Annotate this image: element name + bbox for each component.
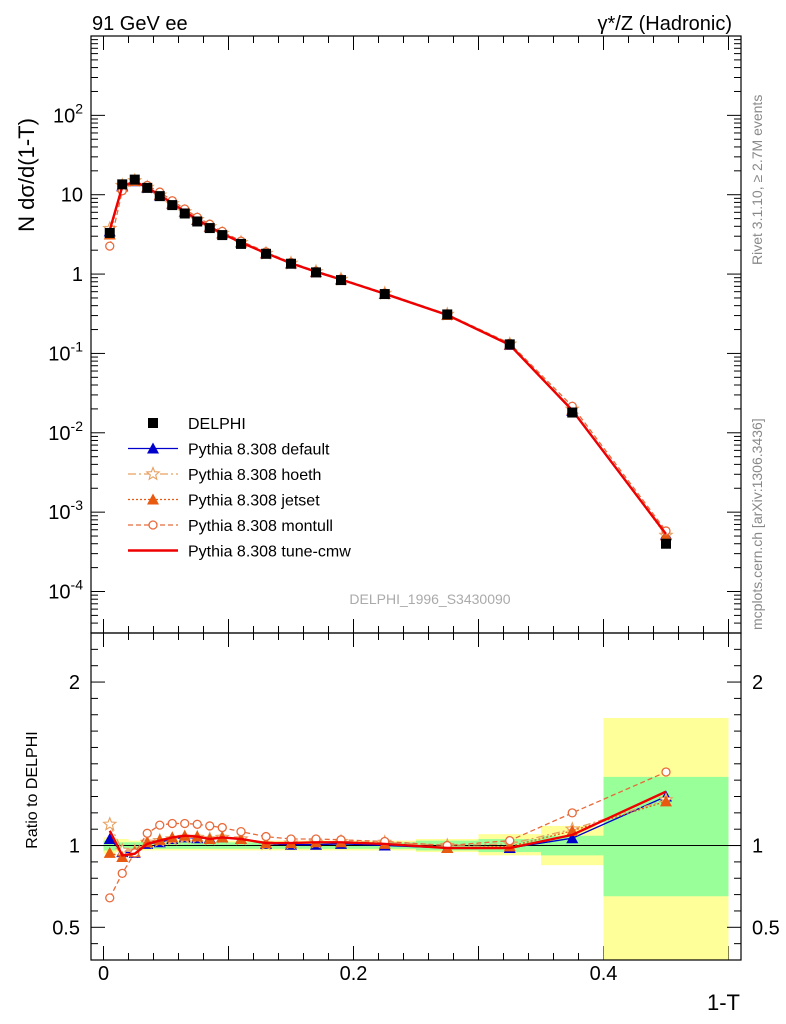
data-point-delphi [204,223,215,234]
ratio-point-jetset [141,836,154,848]
x-tick-label: 0.2 [340,963,368,985]
legend-label-jetset: Pythia 8.308 jetset [188,493,320,510]
ratio-plot-area: 0 0.2 0.4 0.5 0.5 1 1 2 2 [52,632,780,985]
rivet-version-label: Rivet 3.1.10, ≥ 2.7M events [749,95,765,265]
y-tick-label: 10-3 [48,497,83,524]
data-point-delphi [236,238,246,249]
data-point-delphi [179,208,190,219]
main-plot-area: 10-4 10-3 10-2 10-1 1 10 102 [48,35,742,960]
ratio-point-montull [661,767,671,777]
legend-label-delphi: DELPHI [188,416,246,433]
ratio-point-montull [236,827,246,837]
y-tick-label: 1 [72,264,83,286]
data-point-delphi [104,227,115,238]
y-tick-label: 10 [61,185,83,207]
ratio-point-montull [180,818,190,829]
ratio-y-tick-label-left: 2 [69,672,80,694]
data-point-delphi [154,191,165,202]
data-point-delphi [167,200,178,211]
ratio-point-montull [155,820,165,830]
mcplots-label: mcplots.cern.ch [arXiv:1306.3436] [749,418,765,630]
x-tick-label: 0.4 [590,963,618,985]
ratio-point-montull [142,828,152,838]
main-ylabel: N dσ/d(1-T) [14,118,39,232]
data-point-delphi [192,216,203,227]
data-point-delphi [379,289,390,300]
y-tick-label: 10-4 [48,577,83,604]
legend-marker-default [147,442,159,454]
data-point-delphi [336,275,346,286]
y-tick-label: 102 [53,100,83,127]
ratio-line-montull [109,771,667,899]
data-point-delphi [661,538,671,549]
legend-marker-jetset [147,493,159,505]
legend: DELPHI Pythia 8.308 default Pythia 8.308 h… [128,416,351,561]
ratio-point-jetset [660,795,672,807]
data-point-delphi [442,309,453,320]
ratio-y-tick-label-right: 0.5 [752,917,780,939]
legend-label-tune-cmw: Pythia 8.308 tune-cmw [188,544,351,561]
ratio-point-montull [217,822,227,833]
data-point-delphi [504,339,515,350]
x-axis-label: 1-T [707,990,740,1015]
ratio-point-default [566,832,579,844]
ratio-point-montull [192,819,202,829]
y-tick-label: 10-2 [48,418,83,445]
ratio-point-montull [205,821,215,831]
ratio-point-montull [105,893,115,903]
y-tick-label: 10-1 [48,338,83,365]
legend-marker-montull [148,520,158,530]
legend-label-default: Pythia 8.308 default [188,442,330,459]
ratio-y-tick-label-left: 0.5 [52,917,80,939]
header-left-label: 91 GeV ee [92,13,188,35]
ratio-line-tune-cmw [108,790,667,857]
data-point-delphi [217,230,228,241]
legend-marker-hoeth [145,465,161,481]
data-point-delphi [286,258,296,269]
header-right-label: γ*/Z (Hadronic) [598,13,732,35]
ratio-point-montull [567,808,577,818]
data-point-delphi [142,182,153,193]
ratio-point-jetset [103,846,116,858]
ratio-point-montull [117,868,127,878]
series-point-montull [105,241,115,251]
legend-marker-delphi [148,418,158,428]
ratio-point-montull [167,818,177,829]
ratio-point-montull [505,835,515,846]
ratio-point-hoeth [102,816,118,831]
ratio-ylabel: Ratio to DELPHI [24,731,41,848]
data-point-delphi [261,248,271,259]
analysis-id-label: DELPHI_1996_S3430090 [349,591,510,607]
data-point-delphi [117,179,128,190]
data-point-delphi [129,174,140,185]
ratio-y-tick-label-left: 1 [69,836,80,858]
legend-label-montull: Pythia 8.308 montull [188,518,333,535]
data-point-delphi [567,407,578,418]
ratio-y-tick-label-right: 1 [752,836,763,858]
x-tick-label: 0 [98,963,109,985]
ratio-point-montull [261,831,271,842]
ratio-y-tick-label-right: 2 [752,672,763,694]
ratio-point-default [103,833,116,845]
data-point-delphi [311,267,321,278]
legend-label-hoeth: Pythia 8.308 hoeth [188,467,321,484]
